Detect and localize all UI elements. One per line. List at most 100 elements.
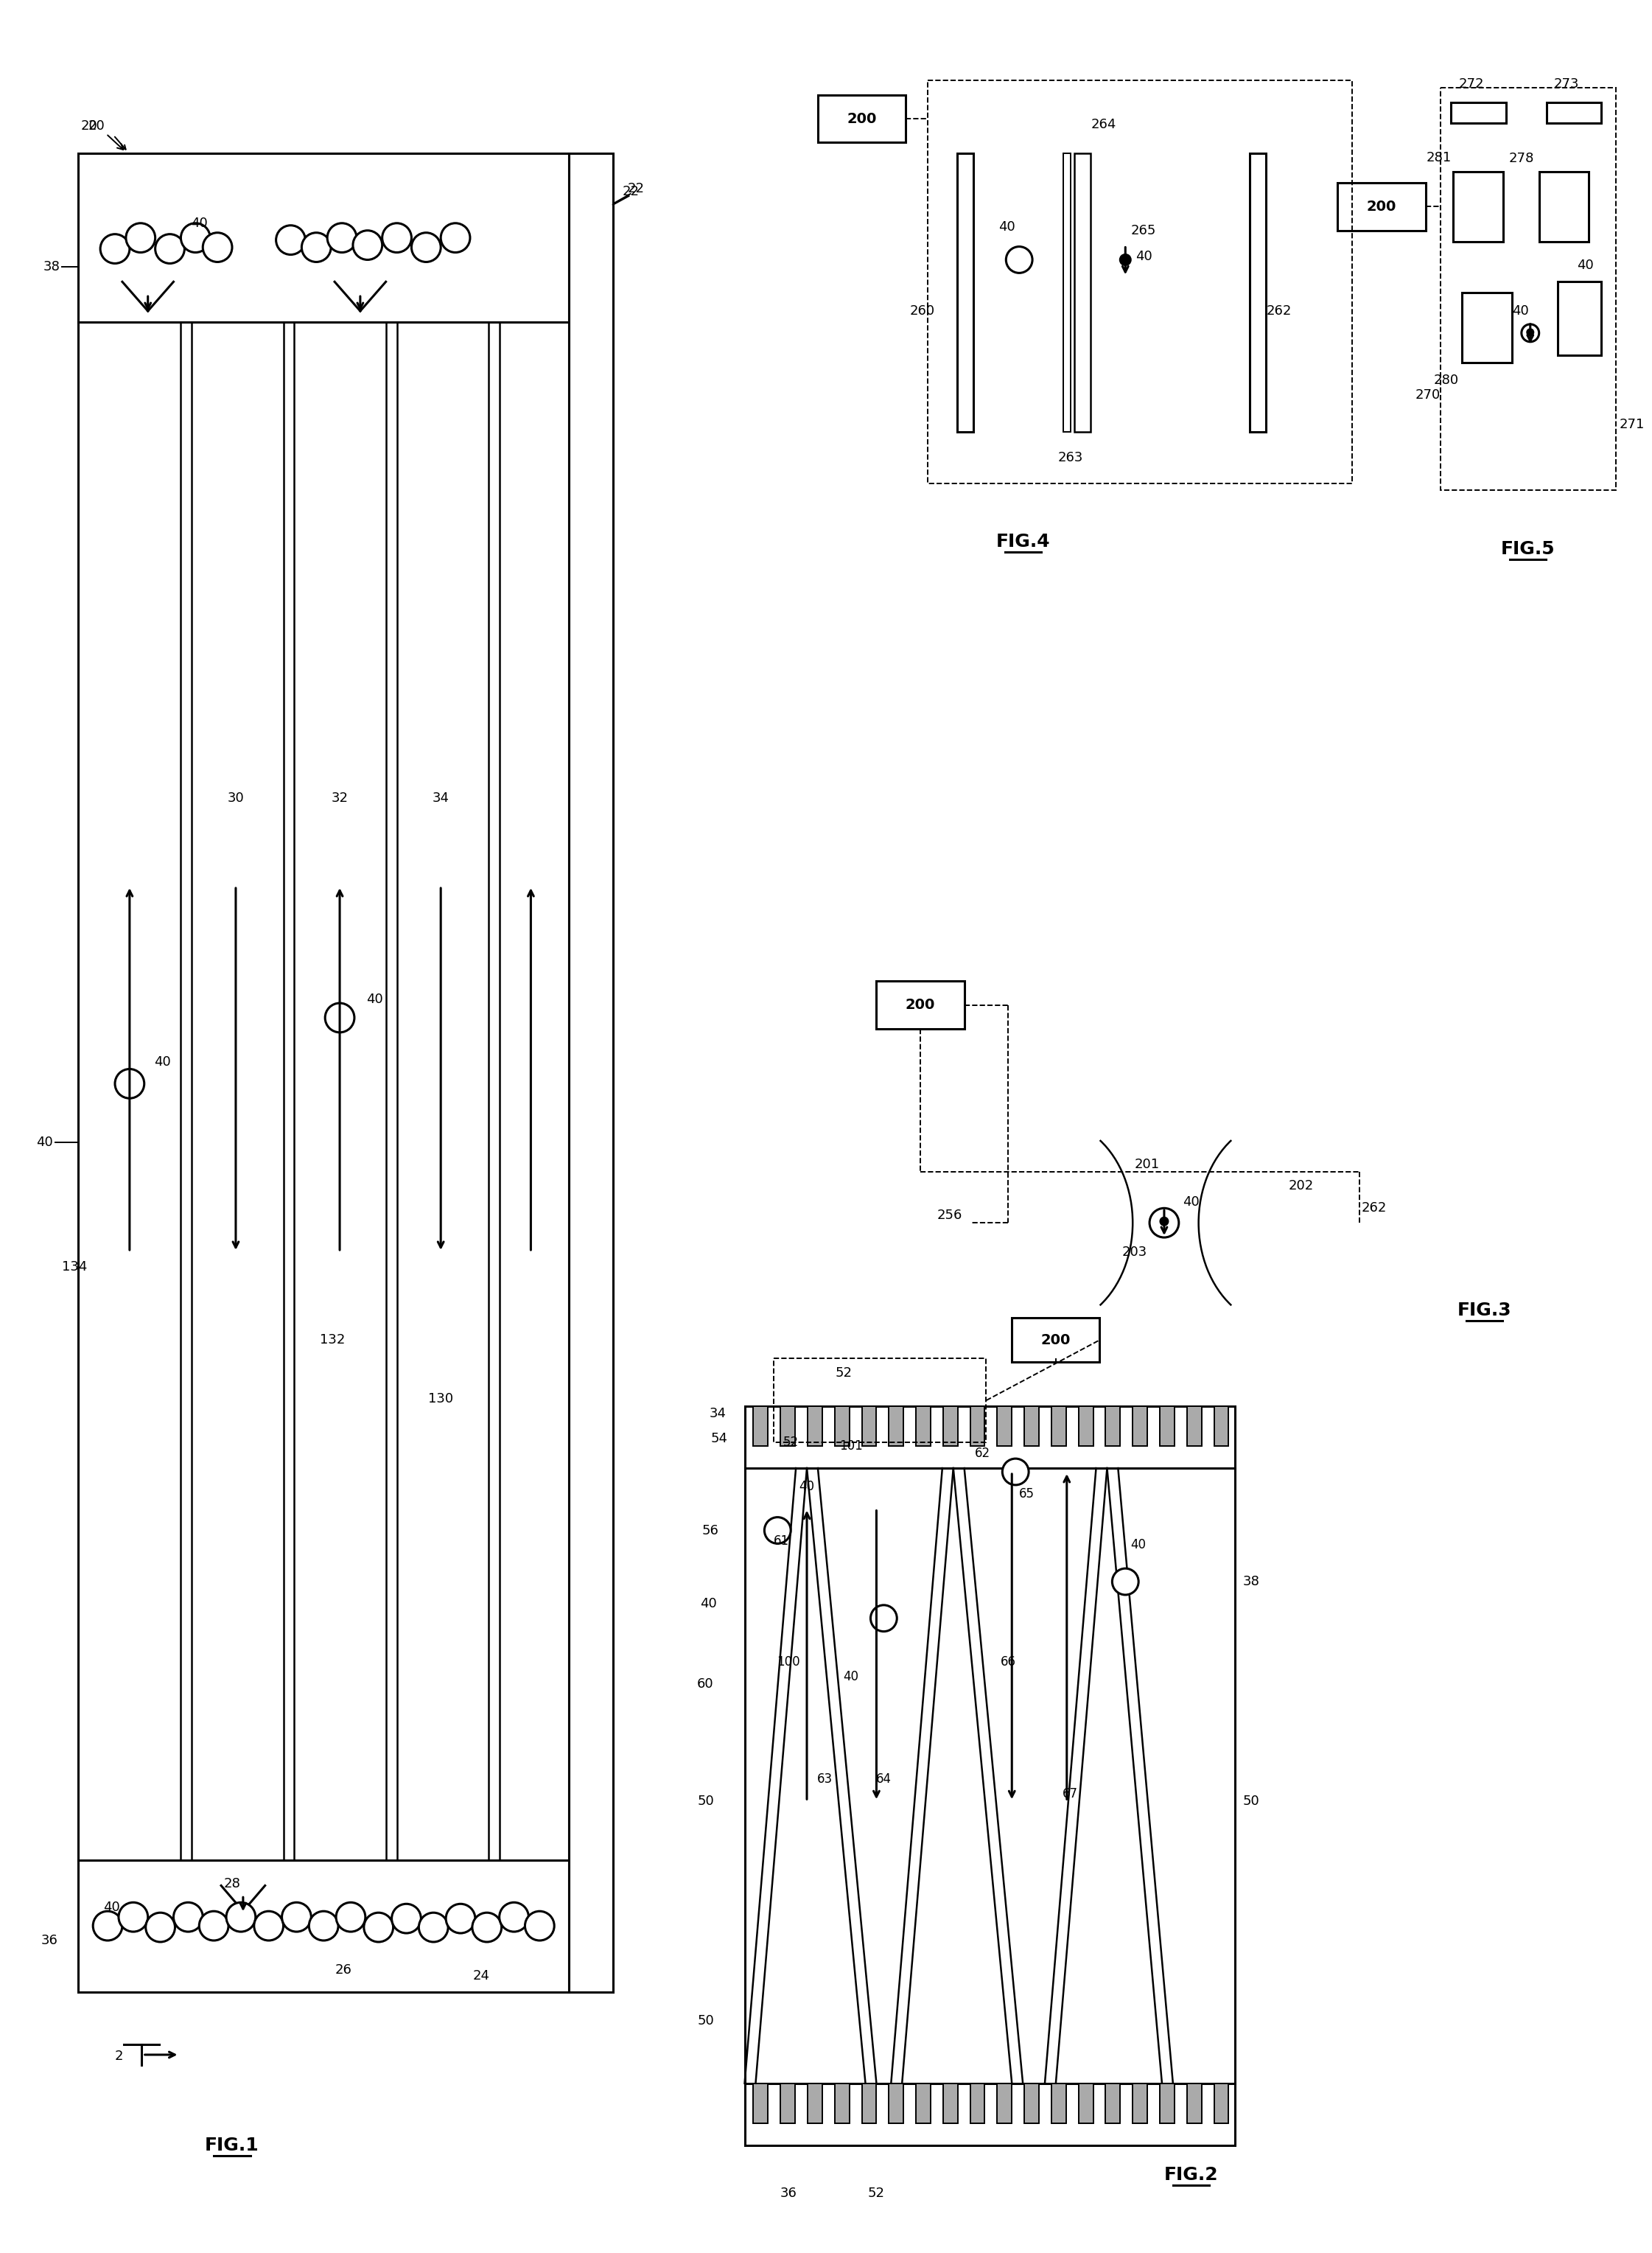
Circle shape [1003,1458,1029,1485]
Text: 20: 20 [81,119,97,133]
Text: 24: 24 [472,1969,489,1983]
Text: 52: 52 [783,1435,798,1449]
Circle shape [420,1913,448,1942]
Bar [1454,171,1503,241]
Text: 36: 36 [41,1933,58,1947]
Bar [780,1406,795,1446]
Bar [998,1406,1013,1446]
Text: 200: 200 [905,998,935,1012]
Bar [818,95,905,142]
Text: 40: 40 [190,216,208,230]
Circle shape [411,232,441,261]
Bar [915,1406,930,1446]
Text: 56: 56 [702,1523,719,1537]
Bar [1024,1406,1039,1446]
Text: 28: 28 [223,1877,241,1890]
Text: FIG.2: FIG.2 [1165,2165,1219,2183]
Bar [889,1406,904,1446]
Text: 66: 66 [1001,1656,1016,1669]
Bar [834,1406,849,1446]
Bar [970,1406,985,1446]
Circle shape [354,230,382,259]
Text: 40: 40 [1512,304,1530,318]
Text: 40: 40 [154,1054,170,1068]
Bar [1214,1406,1229,1446]
Bar [1079,2084,1094,2125]
Bar [1105,2084,1120,2125]
Circle shape [282,1902,311,1931]
Bar [780,2084,795,2125]
Bar [1214,2084,1229,2125]
Text: 40: 40 [367,994,383,1007]
Bar [1338,182,1426,230]
Bar [1546,101,1601,124]
Text: 36: 36 [780,2185,796,2199]
Circle shape [203,232,231,261]
Text: 272: 272 [1459,77,1485,90]
Bar [1051,2084,1066,2125]
Circle shape [126,223,155,252]
Text: 32: 32 [332,791,349,804]
Text: 64: 64 [876,1773,892,1787]
Text: 34: 34 [709,1406,727,1419]
Bar [1251,153,1265,433]
Bar [1074,153,1090,433]
Text: 40: 40 [36,1136,53,1149]
Text: 40: 40 [1135,250,1151,264]
Bar [1462,293,1512,363]
Bar [957,153,973,433]
Bar [1064,153,1070,433]
Bar [862,2084,877,2125]
Circle shape [363,1913,393,1942]
Bar [998,2084,1013,2125]
Text: 61: 61 [773,1534,790,1548]
Circle shape [116,1068,144,1097]
Circle shape [119,1902,149,1931]
Circle shape [145,1913,175,1942]
Bar [1105,1406,1120,1446]
Text: 50: 50 [697,1796,714,1807]
Text: 40: 40 [1576,259,1594,273]
Circle shape [441,223,471,252]
Bar [568,153,613,1992]
Text: 262: 262 [1267,304,1292,318]
Text: 260: 260 [910,304,935,318]
Bar [943,1406,958,1446]
Text: FIG.3: FIG.3 [1457,1302,1512,1320]
Text: 264: 264 [1090,117,1117,131]
Text: 38: 38 [1242,1575,1259,1588]
Text: 52: 52 [834,1365,852,1379]
Text: 40: 40 [102,1902,119,1915]
Text: 34: 34 [433,791,449,804]
Text: 40: 40 [1183,1196,1199,1210]
Bar [1540,171,1589,241]
Bar [862,1406,877,1446]
Circle shape [335,1902,365,1931]
Circle shape [446,1904,476,1933]
Text: 26: 26 [335,1962,352,1976]
Bar [834,2084,849,2125]
Circle shape [1528,329,1533,336]
Bar [1051,1406,1066,1446]
Text: 40: 40 [998,221,1014,234]
Text: 22: 22 [623,185,639,198]
Circle shape [200,1911,228,1940]
Text: 2: 2 [114,2050,122,2064]
Bar [808,2084,823,2125]
Circle shape [1006,246,1032,273]
Bar [745,1406,1236,2145]
Text: 38: 38 [43,261,59,273]
Bar [1013,1318,1100,1363]
Text: 270: 270 [1416,388,1441,401]
Bar [928,81,1353,482]
Text: 200: 200 [1041,1334,1070,1347]
Bar [78,1861,568,1992]
Bar [889,2084,904,2125]
Bar [1133,2084,1148,2125]
Bar [773,1359,986,1442]
Text: 40: 40 [800,1480,814,1494]
Text: 263: 263 [1057,451,1084,464]
Text: 273: 273 [1553,77,1579,90]
Text: 262: 262 [1361,1201,1388,1214]
Text: 203: 203 [1122,1246,1148,1259]
